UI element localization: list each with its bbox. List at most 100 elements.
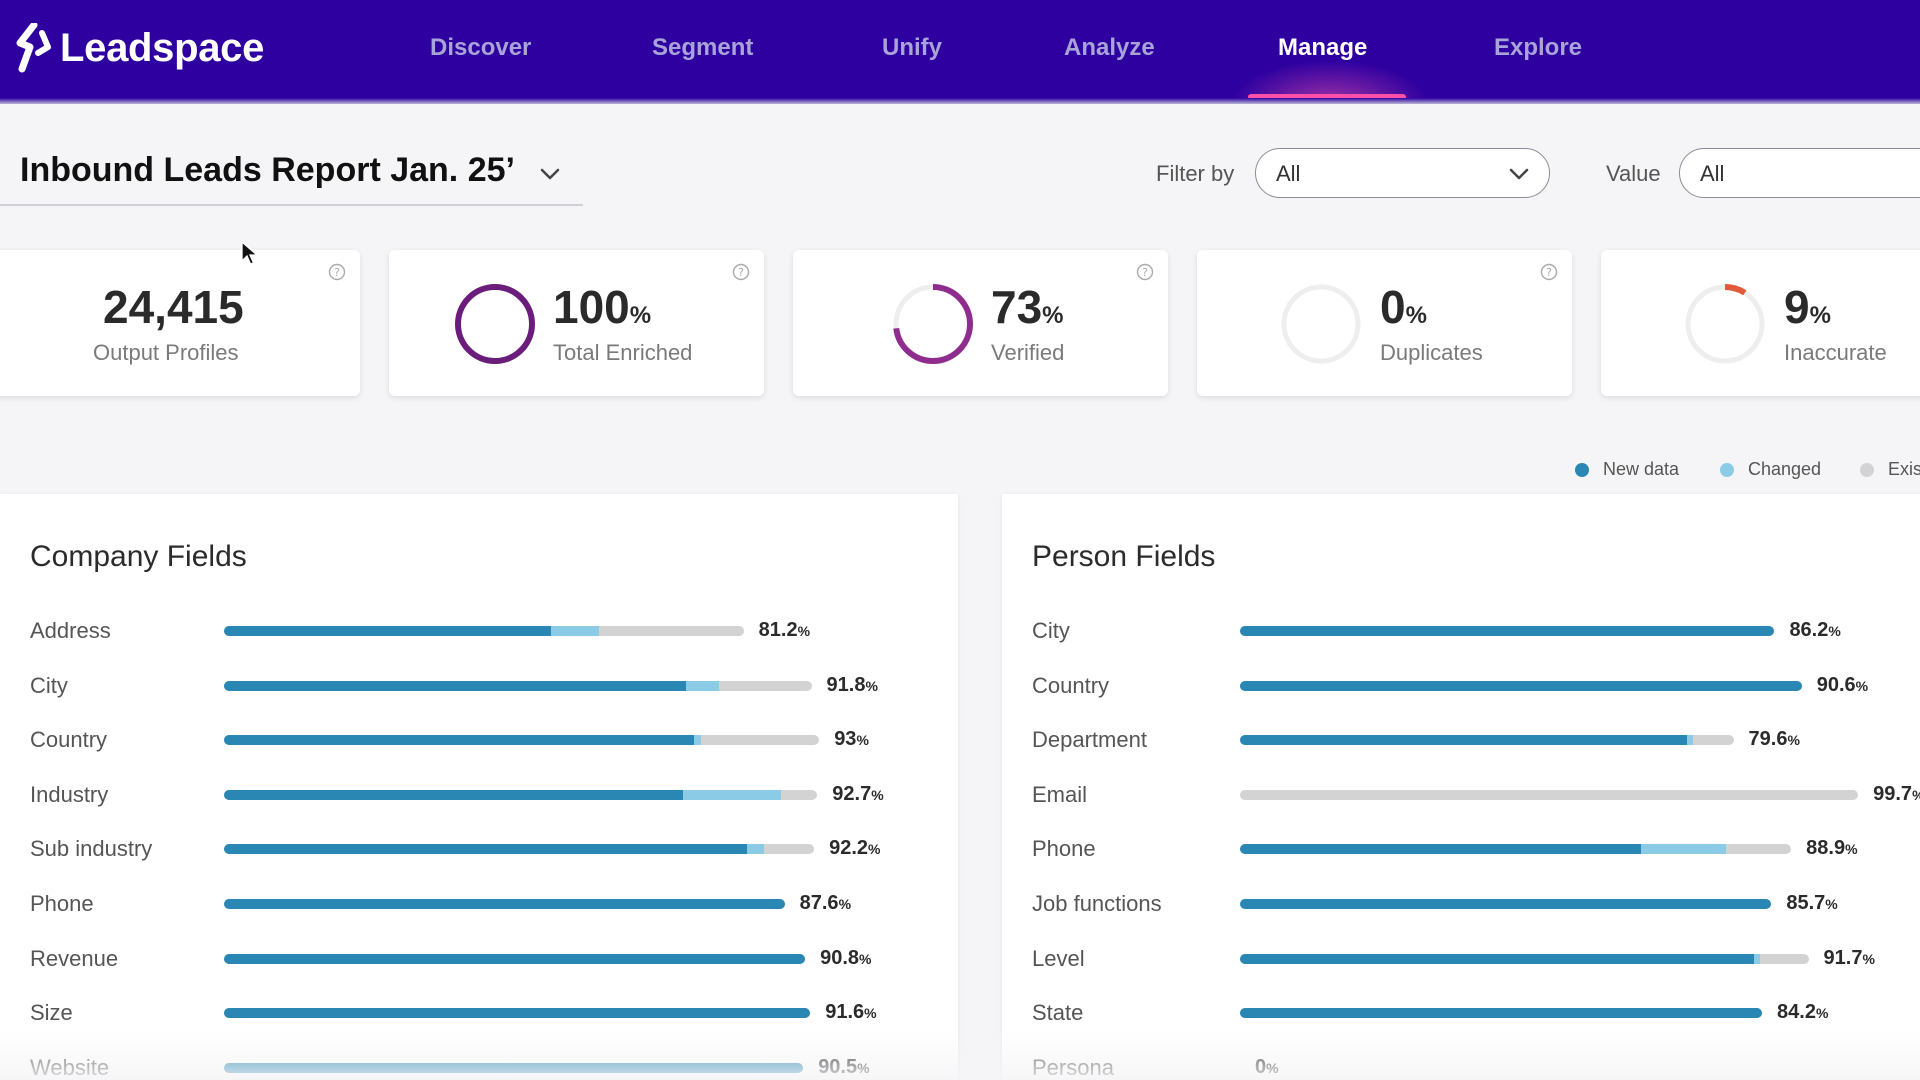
field-progress-bar (1240, 626, 1775, 636)
field-progress-bar (224, 953, 806, 964)
field-row: City 91.8% (0, 671, 958, 701)
svg-text:?: ? (334, 266, 340, 279)
field-percent-number: 93 (834, 728, 857, 751)
field-label: State (1032, 1000, 1084, 1026)
field-percent-value: 90.6% (1817, 674, 1868, 697)
bar-segment-new-data (1240, 899, 1772, 909)
field-percent-value: 0% (1255, 1056, 1279, 1079)
field-row: Address 81.2% (0, 616, 958, 646)
legend-label: Exis (1888, 459, 1920, 479)
field-percent-sign: % (838, 896, 852, 912)
field-progress-bar (1240, 1008, 1763, 1019)
bar-segment-new-data (1240, 680, 1802, 691)
inaccurate-ring-chart (1685, 284, 1765, 364)
panel-title: Person Fields (1032, 540, 1216, 573)
legend-swatch (1720, 462, 1734, 477)
field-progress-bar (224, 899, 785, 909)
bar-segment-changed (1641, 844, 1727, 855)
field-percent-sign: % (864, 1005, 877, 1022)
kpi-label: Total Enriched (553, 340, 693, 365)
brand-logo[interactable]: Leadspace (12, 22, 264, 74)
nav-tab-unify[interactable]: Unify (882, 34, 942, 61)
field-percent-number: 91.8 (826, 673, 866, 696)
report-chevron-down-icon[interactable] (538, 163, 562, 187)
field-percent-number: 87.6 (799, 892, 839, 914)
svg-text:?: ? (1546, 266, 1552, 279)
ring-track (1685, 284, 1765, 364)
field-row: Department 79.6% (1002, 725, 1920, 755)
report-selector[interactable]: Inbound Leads Report Jan. 25’ (0, 138, 583, 206)
field-progress-bar (1240, 789, 1859, 800)
nav-tab-explore[interactable]: Explore (1494, 34, 1583, 61)
field-percent-number: 84.2 (1777, 1001, 1816, 1024)
field-percent-value: 81.2% (759, 619, 810, 642)
help-icon[interactable]: ? (1136, 263, 1154, 281)
ring-progress-arc (455, 284, 535, 364)
value-select-value: All (1700, 161, 1725, 186)
field-label: Department (1032, 727, 1147, 753)
field-label: Country (30, 727, 108, 753)
bar-segment-new-data (1240, 1008, 1763, 1019)
help-icon[interactable]: ? (732, 263, 750, 281)
nav-tab-analyze[interactable]: Analyze (1064, 34, 1155, 61)
help-icon[interactable]: ? (328, 263, 346, 281)
bar-segment-new-data (224, 953, 806, 964)
field-label: Job functions (1032, 891, 1162, 916)
field-percent-value: 79.6% (1749, 728, 1800, 751)
field-row: Website 90.5% (0, 1053, 958, 1080)
field-percent-sign: % (857, 1059, 870, 1076)
field-row: Level 91.7% (1002, 944, 1920, 974)
field-percent-value: 90.5% (818, 1056, 869, 1079)
filter-by-select[interactable]: All (1255, 148, 1550, 198)
field-percent-number: 92.2 (829, 837, 869, 860)
field-label: City (1032, 618, 1070, 643)
field-percent-sign: % (865, 677, 878, 694)
field-progress-bar (1240, 680, 1802, 691)
nav-divider (0, 98, 1920, 104)
field-label: Size (30, 1000, 73, 1026)
field-progress-bar (1240, 735, 1734, 746)
kpi-value: 0% (1380, 280, 1427, 334)
field-label: Level (1032, 945, 1085, 971)
kpi-label: Output Profiles (93, 340, 239, 365)
field-percent-value: 91.8% (827, 674, 878, 697)
bar-segment-new-data (224, 1008, 811, 1019)
field-percent-sign: % (1825, 896, 1838, 912)
nav-tab-segment[interactable]: Segment (652, 34, 754, 61)
field-percent-sign: % (1855, 677, 1869, 694)
field-row: Phone 88.9% (1002, 834, 1920, 864)
filter-by-value: All (1276, 161, 1301, 186)
field-percent-sign: % (1787, 732, 1800, 749)
field-row: Phone 87.6% (0, 889, 958, 919)
field-percent-sign: % (1815, 1005, 1829, 1022)
field-label: Address (30, 618, 111, 643)
field-progress-bar (224, 1062, 804, 1073)
bar-segment-new-data (224, 844, 747, 855)
field-percent-value: 93% (834, 728, 869, 751)
field-percent-value: 88.9% (1806, 837, 1857, 860)
chevron-down-icon (1509, 168, 1529, 180)
field-label: Phone (1032, 836, 1096, 862)
help-icon[interactable]: ? (1540, 263, 1558, 281)
field-label: Phone (30, 891, 94, 916)
field-row: Country 90.6% (1002, 671, 1920, 701)
field-label: Persona (1032, 1054, 1114, 1080)
kpi-percent-sign: % (1042, 302, 1064, 329)
value-select[interactable]: All (1679, 148, 1920, 198)
field-progress-bar (1240, 844, 1792, 855)
verified-ring-chart (893, 284, 973, 364)
nav-tab-manage[interactable]: Manage (1278, 34, 1368, 61)
field-percent-sign: % (871, 786, 884, 803)
svg-text:?: ? (738, 266, 744, 279)
brand-name: Leadspace (60, 25, 265, 70)
kpi-label: Duplicates (1380, 340, 1483, 365)
field-label: Country (1032, 672, 1110, 698)
kpi-percent-sign: % (1809, 302, 1831, 329)
nav-tab-discover[interactable]: Discover (430, 34, 532, 61)
field-percent-sign: % (856, 732, 869, 749)
field-label: Industry (30, 781, 109, 807)
field-percent-number: 85.7 (1786, 892, 1826, 914)
field-percent-value: 91.6% (825, 1001, 876, 1024)
bar-segment-new-data (224, 899, 785, 909)
field-label: Website (30, 1054, 110, 1080)
